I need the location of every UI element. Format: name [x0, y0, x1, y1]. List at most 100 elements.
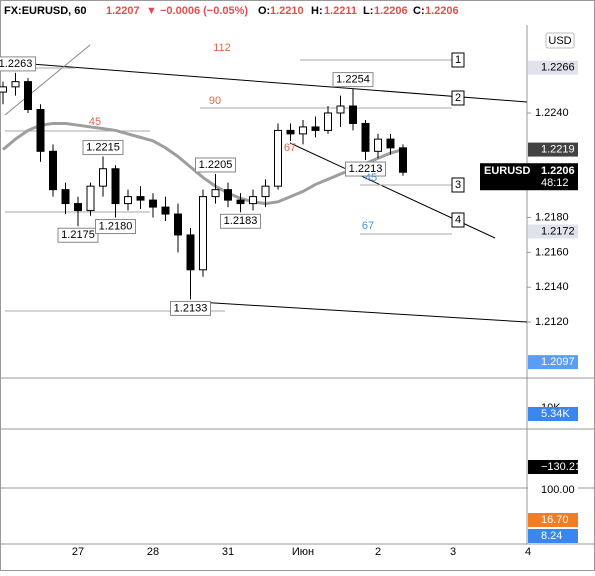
marker-box — [451, 90, 465, 106]
arrow: ▼ — [146, 5, 157, 17]
candle-body — [149, 199, 157, 208]
currency-box[interactable] — [545, 32, 575, 49]
x-tick-label: 3 — [450, 546, 456, 558]
h-label: H: — [311, 5, 323, 17]
candle-body — [324, 112, 332, 131]
last: 1.2207 — [106, 5, 140, 17]
axis-label: 1.2172 — [541, 225, 575, 237]
candle-body — [86, 185, 95, 212]
candle-body — [74, 203, 82, 212]
h: 1.2211 — [324, 5, 357, 17]
pane-label: 8.24 — [541, 530, 562, 542]
y-tick-label: 1.2160 — [535, 246, 569, 258]
c-label: C: — [413, 5, 425, 17]
current-box — [480, 163, 578, 191]
price-label: 1.2175 — [61, 229, 95, 241]
currency[interactable]: USD — [548, 35, 571, 47]
y-tick-label: 1.2140 — [535, 281, 569, 293]
candle-body — [111, 168, 120, 205]
axis-label: 1.2219 — [541, 143, 575, 155]
candle-body — [174, 213, 182, 236]
cycle-label: 67 — [362, 220, 374, 232]
candle-body — [361, 122, 370, 152]
cycle-label: 67 — [284, 142, 296, 154]
o-label: O: — [258, 5, 270, 17]
pane-label-box — [528, 529, 578, 543]
marker-box — [451, 212, 465, 228]
candle-body — [24, 81, 32, 111]
cycle-label: 112 — [213, 42, 231, 54]
candle-body — [211, 189, 220, 198]
price-label-box — [95, 219, 136, 235]
countdown: 48:12 — [541, 177, 569, 189]
cycle-label: 45 — [365, 172, 377, 184]
marker-box — [451, 177, 465, 193]
candle-body — [236, 199, 245, 205]
price-label-box — [345, 161, 386, 177]
candle-body — [161, 206, 170, 215]
pane-label: 100.00 — [541, 484, 575, 496]
candle-body — [336, 105, 345, 114]
price-label-box — [0, 56, 36, 72]
axis-label-box — [528, 60, 578, 75]
candle-body — [61, 189, 70, 205]
candle-body — [199, 196, 207, 271]
candle-body — [0, 86, 7, 93]
x-tick-label: 31 — [222, 546, 234, 558]
candle-body — [386, 138, 395, 149]
price-label-box — [332, 72, 374, 88]
axis-label: 1.2266 — [541, 62, 575, 74]
y-tick-label: 1.2240 — [535, 107, 569, 119]
x-tick-label: 4 — [525, 546, 531, 558]
x-tick-label: 2 — [375, 546, 381, 558]
marker: 4 — [455, 214, 461, 226]
candle-body — [374, 138, 382, 152]
candle-body — [249, 196, 257, 205]
price-label: 1.2183 — [224, 215, 258, 227]
x-tick-label: 28 — [147, 546, 159, 558]
l: 1.2206 — [374, 5, 408, 17]
axis-label-box — [528, 142, 578, 157]
pane-label-box — [528, 407, 578, 421]
price-label: 1.2254 — [336, 74, 370, 86]
marker: 2 — [455, 92, 461, 104]
moving-average — [2, 121, 404, 206]
pane-label-box — [528, 513, 578, 527]
candle-body — [124, 196, 132, 205]
candle-body — [286, 129, 295, 135]
axis-label-box — [528, 224, 578, 239]
price-label: 1.2180 — [99, 220, 133, 232]
pane-label-box — [528, 460, 578, 474]
candle-body — [186, 234, 195, 271]
candle-body — [99, 168, 107, 187]
trend-line — [4, 44, 91, 116]
current-name: EURUSD — [484, 165, 531, 177]
change: −0.0006 (−0.05%) — [160, 5, 248, 17]
y-tick-label: 1.2120 — [535, 316, 569, 328]
y-tick-label: 1.2180 — [535, 211, 569, 223]
price-label: 1.2133 — [174, 302, 208, 314]
marker-box — [451, 52, 465, 68]
price-label: 1.2263 — [0, 58, 32, 70]
candle-body — [49, 150, 57, 191]
price-label: 1.2213 — [349, 163, 383, 175]
candle-body — [136, 196, 145, 201]
price-label: 1.2205 — [199, 159, 233, 171]
x-tick-label: Июн — [292, 546, 314, 558]
pane-label: 16.70 — [541, 514, 569, 526]
candle-body — [224, 189, 232, 201]
candle-body — [11, 81, 20, 88]
candle-body — [261, 185, 270, 198]
cycle-label: 45 — [89, 116, 101, 128]
trend-line — [4, 61, 528, 103]
price-label-box — [82, 140, 124, 156]
marker: 1 — [455, 54, 461, 66]
pane-label: 5.34K — [541, 408, 570, 420]
header: FX:EURUSD, 60 1.2207 ▼ −0.0006 (−0.05%) … — [4, 5, 459, 17]
candle-body — [274, 129, 282, 187]
candle-body — [299, 126, 307, 135]
o: 1.2210 — [270, 5, 304, 17]
cycle-label: 90 — [209, 95, 221, 107]
